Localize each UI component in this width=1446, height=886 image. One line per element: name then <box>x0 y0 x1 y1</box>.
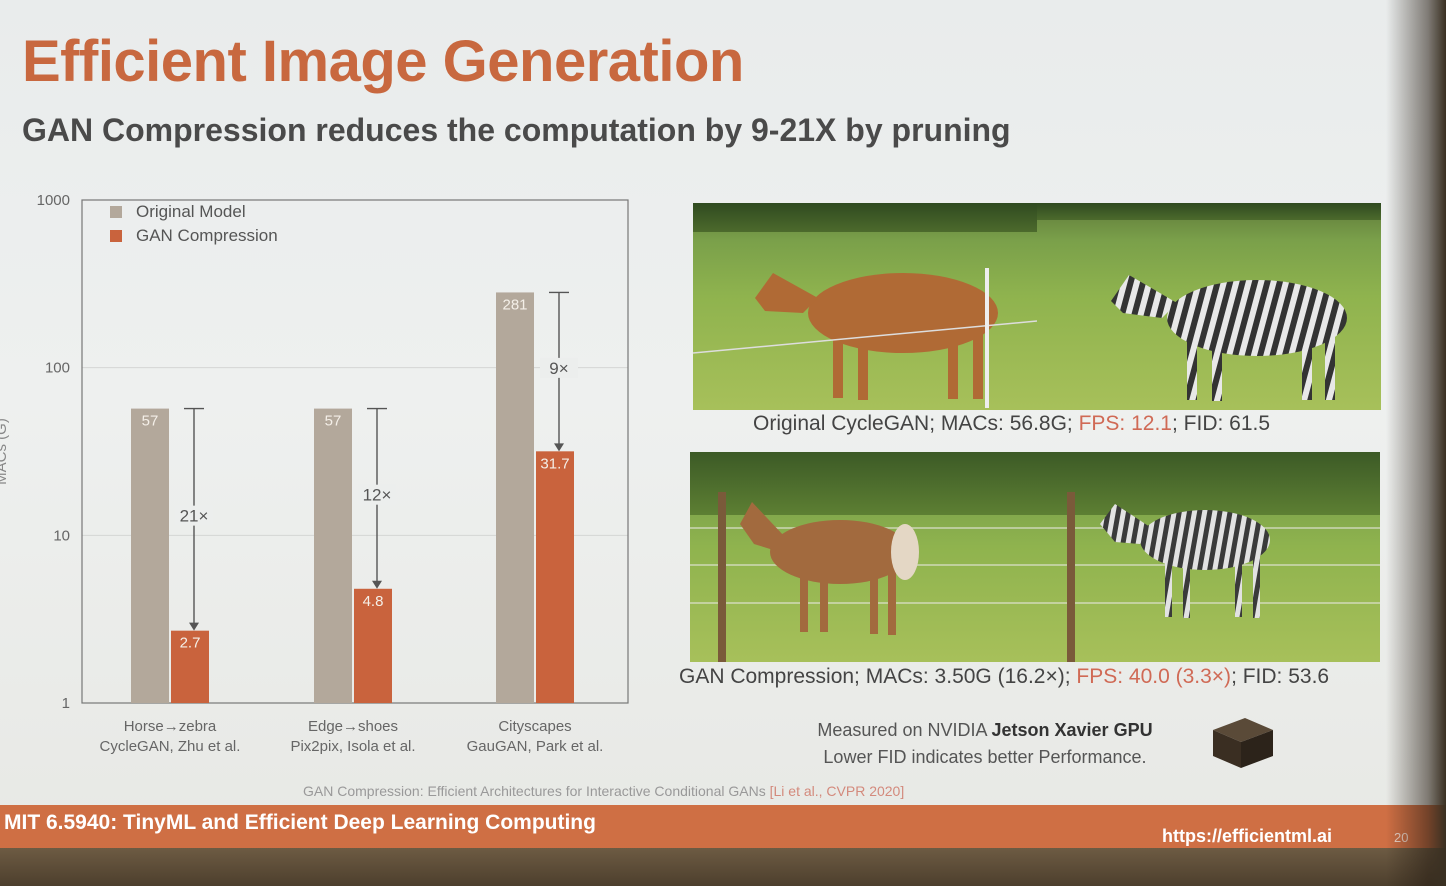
y-tick-label: 10 <box>53 527 70 544</box>
compressed-caption-fps: FPS: 40.0 (3.3×) <box>1076 665 1232 688</box>
reduction-label-bg <box>540 357 578 378</box>
x-tick-sublabel: CycleGAN, Zhu et al. <box>100 738 241 755</box>
zebra-fence-image <box>1035 452 1380 662</box>
legend-swatch <box>110 230 122 242</box>
zebra-image <box>1037 203 1381 410</box>
arrow-head <box>554 443 564 452</box>
measurement-line-1: Measured on NVIDIA Jetson Xavier GPU <box>770 717 1200 744</box>
legend-label: GAN Compression <box>136 226 278 245</box>
bar-value-label: 31.7 <box>540 455 569 472</box>
bar <box>536 451 574 703</box>
compressed-caption-fid: ; FID: 53.6 <box>1231 665 1330 688</box>
arrow-head <box>189 622 199 631</box>
bar-value-label: 57 <box>142 413 159 430</box>
measurement-note: Measured on NVIDIA Jetson Xavier GPU Low… <box>770 717 1200 771</box>
x-tick-sublabel: Pix2pix, Isola et al. <box>290 738 415 755</box>
compressed-photo <box>690 452 1380 662</box>
footer-course: MIT 6.5940: TinyML and Efficient Deep Le… <box>4 811 596 834</box>
horse-fence-image <box>690 452 1035 662</box>
x-tick-label: Edge→shoes <box>308 718 398 735</box>
horse-image <box>693 203 1038 410</box>
zebra-icon <box>1111 275 1347 401</box>
bar-value-label: 2.7 <box>180 635 201 652</box>
footer-url[interactable]: https://efficientml.ai <box>1162 826 1333 846</box>
y-axis-label: MACs (G) <box>0 418 10 485</box>
bar <box>354 588 392 703</box>
original-caption-fid: ; FID: 61.5 <box>1171 412 1271 435</box>
horse-icon <box>740 502 919 635</box>
x-tick-sublabel: GauGAN, Park et al. <box>467 738 604 755</box>
bar <box>496 292 534 703</box>
reduction-label-bg <box>175 505 213 526</box>
y-tick-label: 100 <box>45 360 70 377</box>
x-tick-label: Cityscapes <box>498 718 571 735</box>
paper-reference: GAN Compression: Efficient Architectures… <box>303 783 904 799</box>
measurement-device: Jetson Xavier GPU <box>991 720 1153 740</box>
bar-value-label: 281 <box>502 296 527 313</box>
arrow-head <box>372 580 382 589</box>
x-tick-label: Horse→zebra <box>124 718 217 735</box>
reduction-label-bg <box>358 484 396 505</box>
y-tick-label: 1000 <box>37 192 70 209</box>
zebra-icon <box>1100 504 1270 618</box>
y-tick-label: 1 <box>62 695 70 712</box>
legend-label: Original Model <box>136 202 246 221</box>
reference-title: GAN Compression: Efficient Architectures… <box>303 783 770 799</box>
room-floor <box>0 848 1446 886</box>
original-caption: Original CycleGAN; MACs: 56.8G; FPS: 12.… <box>753 412 1270 436</box>
reduction-label: 12× <box>363 486 392 505</box>
original-caption-fps: FPS: 12.1 <box>1078 412 1172 435</box>
footer-bar <box>0 805 1446 848</box>
bar-value-label: 57 <box>325 413 342 430</box>
measurement-line-2: Lower FID indicates better Performance. <box>823 747 1147 767</box>
original-caption-macs: Original CycleGAN; MACs: 56.8G; <box>753 412 1079 435</box>
measurement-prefix: Measured on NVIDIA <box>817 720 992 740</box>
jetson-device-icon <box>1213 718 1273 768</box>
compressed-caption: GAN Compression; MACs: 3.50G (16.2×); FP… <box>679 665 1329 689</box>
horse-icon <box>693 268 1038 408</box>
compressed-caption-macs: GAN Compression; MACs: 3.50G (16.2×); <box>679 665 1077 688</box>
slide-title: Efficient Image Generation <box>22 29 744 94</box>
bar <box>131 408 169 703</box>
page-number: 20 <box>1394 830 1409 845</box>
reduction-label: 9× <box>549 359 568 378</box>
bar <box>171 630 209 703</box>
legend-swatch <box>110 206 122 218</box>
bar <box>314 408 352 703</box>
macs-bar-chart: 1000 100 10 1 MACs (G) Original Model GAN Comp… <box>0 192 629 755</box>
reduction-label: 21× <box>180 507 209 526</box>
bar-value-label: 4.8 <box>363 593 384 610</box>
slide-subtitle: GAN Compression reduces the computation … <box>22 112 1011 148</box>
original-cyclegan-photo <box>693 203 1381 410</box>
reference-citation: [Li et al., CVPR 2020] <box>769 783 905 799</box>
